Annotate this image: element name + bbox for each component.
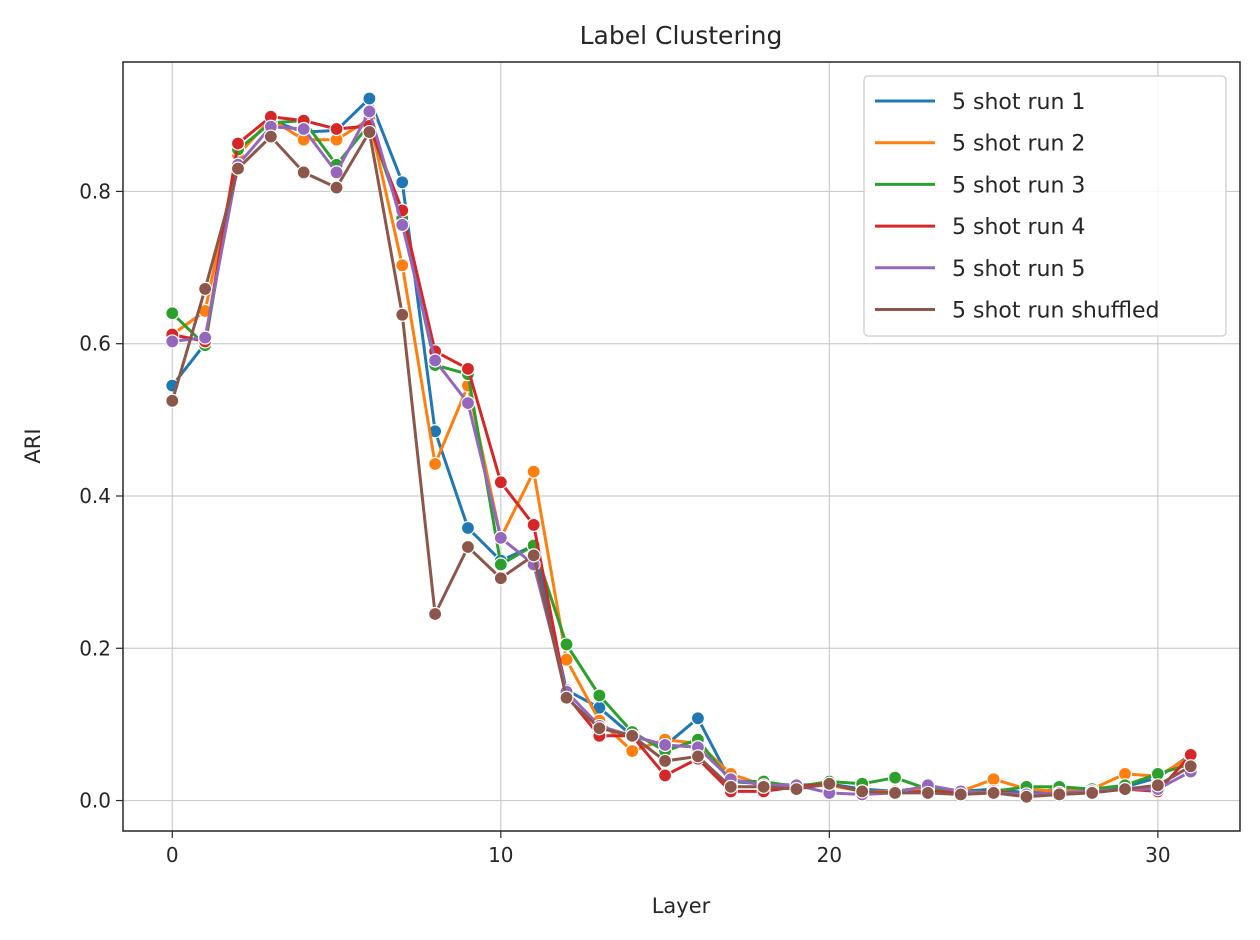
legend-label: 5 shot run 5 — [952, 257, 1085, 282]
x-tick-label: 0 — [166, 843, 179, 867]
data-point — [756, 779, 771, 794]
data-point — [165, 334, 180, 349]
data-point — [953, 787, 968, 802]
data-point — [395, 258, 410, 273]
data-point — [428, 606, 443, 622]
data-point — [526, 464, 541, 479]
y-tick-label: 0.2 — [79, 636, 111, 660]
y-axis-title: ARI — [21, 428, 45, 463]
data-point — [165, 306, 180, 321]
data-point — [986, 785, 1001, 801]
legend-item: 5 shot run 4 — [875, 215, 1085, 240]
data-point — [657, 737, 673, 753]
data-point — [296, 165, 311, 180]
data-point — [986, 772, 1001, 787]
y-tick-label: 0.8 — [79, 179, 111, 203]
data-point — [362, 104, 377, 119]
legend-label: 5 shot run 1 — [952, 90, 1085, 115]
legend-label: 5 shot run 2 — [952, 132, 1085, 157]
data-point — [329, 121, 344, 137]
data-point — [296, 121, 311, 137]
legend-label: 5 shot run 4 — [952, 215, 1085, 240]
x-tick-label: 10 — [488, 843, 513, 867]
data-point — [526, 517, 541, 533]
legend-item: 5 shot run 1 — [875, 90, 1085, 115]
data-point — [460, 396, 476, 411]
data-point — [1117, 782, 1133, 797]
x-axis-title: Layer — [652, 894, 711, 918]
data-point — [1052, 787, 1067, 802]
y-tick-label: 0.6 — [79, 332, 111, 356]
data-point — [460, 539, 476, 555]
data-point — [428, 456, 443, 472]
data-point — [460, 361, 476, 376]
x-tick-label: 20 — [817, 843, 842, 867]
legend-item: 5 shot run 3 — [875, 173, 1085, 198]
chart-title: Label Clustering — [580, 21, 783, 50]
x-tick-label: 30 — [1145, 843, 1170, 867]
data-point — [1183, 759, 1198, 774]
data-point — [493, 557, 508, 572]
data-point — [198, 330, 213, 345]
data-point — [329, 180, 344, 195]
series-6 — [165, 124, 1198, 804]
data-point — [789, 782, 804, 797]
data-point — [920, 785, 935, 801]
data-point — [230, 136, 246, 151]
data-point — [165, 393, 180, 408]
data-point — [526, 548, 541, 563]
plot-frame — [122, 61, 1241, 832]
data-point — [493, 475, 508, 490]
data-point — [493, 571, 508, 586]
legend: 5 shot run 1 5 shot run 2 5 shot run 3 5 sh… — [863, 75, 1227, 337]
legend-item: 5 shot run 2 — [875, 132, 1085, 157]
data-point — [822, 776, 837, 791]
data-point — [493, 530, 508, 545]
data-point — [1019, 789, 1034, 804]
data-point — [460, 520, 476, 536]
data-point — [362, 124, 377, 140]
series-group — [165, 91, 1198, 804]
legend-label: 5 shot run 3 — [952, 173, 1085, 198]
data-point — [1150, 778, 1165, 793]
data-point — [657, 753, 673, 769]
ticks: 0 10 20 30 0.0 0.2 0.4 0.6 0.8 — [79, 179, 1170, 867]
data-point — [723, 779, 738, 794]
data-point — [1085, 785, 1100, 801]
legend-box — [863, 75, 1227, 337]
data-point — [395, 307, 410, 322]
data-point — [263, 129, 278, 144]
y-tick-label: 0.4 — [79, 484, 111, 508]
data-point — [559, 637, 574, 652]
legend-item: 5 shot run shuffled — [875, 299, 1160, 324]
data-point — [592, 688, 607, 703]
data-point — [395, 217, 410, 233]
data-point — [625, 743, 640, 759]
data-point — [592, 721, 607, 736]
data-point — [887, 770, 903, 785]
y-tick-label: 0.0 — [79, 789, 111, 813]
data-point — [362, 91, 377, 106]
legend-label: 5 shot run shuffled — [952, 299, 1160, 324]
data-point — [625, 728, 640, 743]
data-point — [329, 165, 344, 180]
data-point — [855, 784, 870, 799]
data-point — [690, 749, 706, 764]
data-point — [559, 690, 574, 705]
data-point — [198, 281, 213, 296]
data-point — [428, 353, 443, 368]
data-point — [887, 785, 903, 801]
data-point — [657, 768, 673, 783]
legend-item: 5 shot run 5 — [875, 257, 1085, 282]
data-point — [395, 175, 410, 190]
data-point — [230, 161, 246, 176]
data-point — [690, 711, 706, 726]
